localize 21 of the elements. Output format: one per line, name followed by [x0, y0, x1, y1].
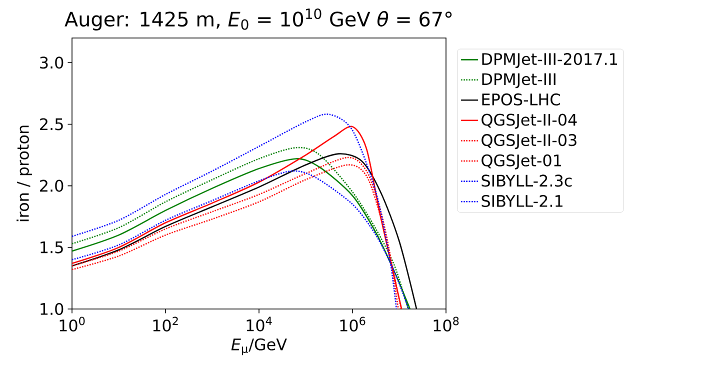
legend-label: DPMJet-III-2017.1 — [482, 53, 618, 68]
y-tick-label: 1.5 — [40, 241, 63, 254]
legend-label: SIBYLL-2.1 — [482, 194, 562, 208]
legend-label: QGSJet-01 — [482, 154, 562, 170]
y-tick-label: 3.0 — [40, 56, 64, 69]
x-axis-title: E$_{μ}$/GeV — [231, 338, 287, 356]
x-tick-label: 10$^{2}$ — [153, 316, 178, 332]
x-tick-label: 10$^{8}$ — [434, 316, 459, 332]
y-axis-title: iron / proton — [16, 126, 32, 222]
x-tick-label: 10$^{6}$ — [340, 316, 366, 332]
x-tick-label: 10$^{4}$ — [246, 316, 272, 332]
y-tick-label: 2.0 — [40, 180, 64, 192]
x-tick-label: 10$^{0}$ — [60, 316, 85, 332]
legend-label: EPOS-LHC — [482, 93, 560, 106]
legend-label: DPMJet-III — [482, 73, 556, 88]
chart-title: Auger: 1425 m, E$_{0}$ = 10$^{10}$ GeV θ = 67° — [64, 8, 452, 30]
y-tick-label: 2.5 — [40, 118, 63, 130]
legend-label: QGSJet-II-03 — [482, 134, 576, 150]
y-tick-label: 1.0 — [40, 302, 64, 316]
legend-label: QGSJet-II-04 — [482, 114, 577, 129]
legend-label: SIBYLL-2.3c — [482, 174, 572, 187]
